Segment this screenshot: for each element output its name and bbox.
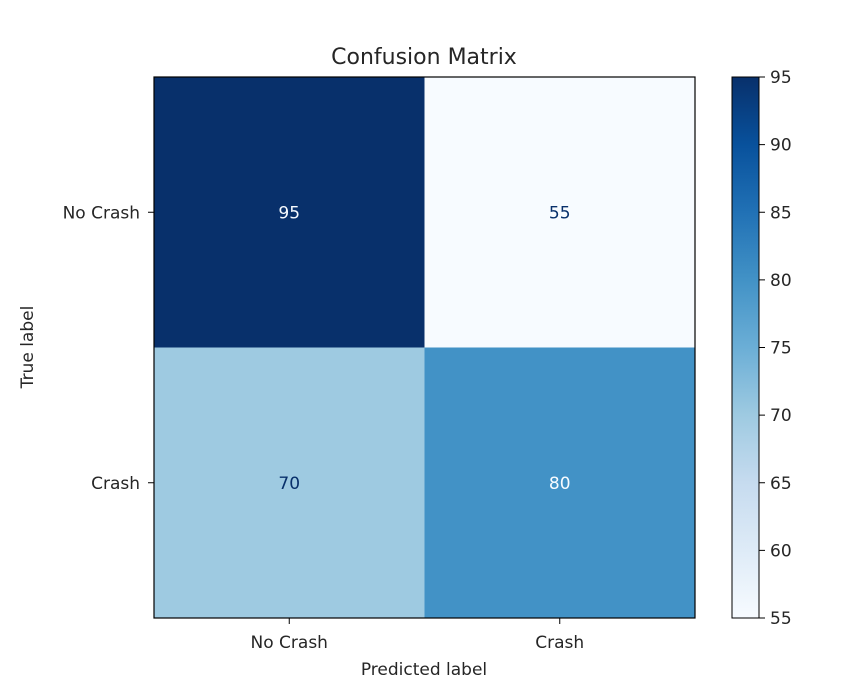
colorbar-tick-label: 55 [770,609,792,629]
heatmap-cell-value: 55 [549,203,571,223]
colorbar-tick-label: 65 [770,474,792,494]
colorbar-tick-label: 60 [770,541,792,561]
heatmap-cells [154,77,696,619]
heatmap-cell [154,77,425,348]
colorbar-tick-label: 75 [770,339,792,359]
heatmap-cell-labels: 95 55 70 80 [278,203,570,494]
heatmap-cell-value: 95 [278,203,300,223]
colorbar [731,76,760,619]
heatmap-cell [154,347,425,619]
heatmap-cell [424,347,696,619]
x-axis-ticks: No Crash Crash [251,618,584,653]
heatmap-cell [424,77,696,348]
colorbar-tick-label: 80 [770,271,792,291]
heatmap-cell-value: 80 [549,474,571,494]
plot-frame [153,76,696,619]
colorbar-tick-label: 70 [770,406,792,426]
y-axis-ticks: No Crash Crash [63,203,154,494]
colorbar-tick-label: 90 [770,136,792,156]
y-tick-label: Crash [91,474,140,494]
colorbar-tick-label: 95 [770,68,792,88]
chart-title: Confusion Matrix [331,45,517,70]
heatmap-cell-value: 70 [278,474,300,494]
y-axis-label: True label [18,306,38,390]
y-tick-label: No Crash [63,203,140,223]
colorbar-ticks: 55 60 65 70 75 80 85 90 95 [759,68,792,629]
colorbar-tick-label: 85 [770,203,792,223]
x-tick-label: No Crash [251,633,328,653]
x-axis-label: Predicted label [361,660,487,680]
x-tick-label: Crash [535,633,584,653]
